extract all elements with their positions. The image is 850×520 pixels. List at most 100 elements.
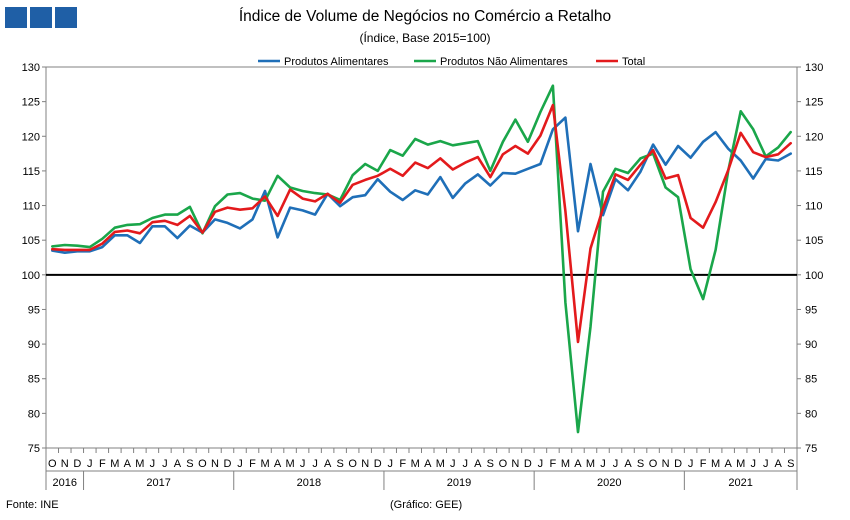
year-tick-label: 2020 [597,477,621,489]
y-tick-label-right: 105 [805,235,823,247]
y-tick-label-right: 75 [805,443,817,455]
month-tick-label: S [336,458,343,470]
year-tick-label: 2018 [297,477,321,489]
legend: Produtos Alimentares Produtos Não Aliment… [258,56,645,68]
month-tick-label: D [524,458,532,470]
logo-square [55,7,77,28]
y-tick-label-right: 120 [805,131,823,143]
y-tick-label-left: 95 [28,304,40,316]
month-tick-label: J [387,458,393,470]
y-tick-label-left: 105 [22,235,40,247]
y-tick-label-right: 80 [805,408,817,420]
y-tick-label-left: 115 [22,166,40,178]
y-tick-label-left: 130 [22,62,40,74]
month-tick-label: M [110,458,119,470]
month-tick-label: A [574,458,582,470]
month-tick-label: F [399,458,406,470]
month-tick-label: O [499,458,508,470]
gee-logo [5,7,77,28]
y-tick-label-right: 125 [805,97,823,109]
y-tick-label-left: 75 [28,443,40,455]
month-tick-label: S [186,458,193,470]
month-tick-label: M [586,458,595,470]
month-tick-label: A [274,458,282,470]
source-note: Fonte: INE [6,499,59,511]
logo-square [30,7,52,28]
month-tick-label: N [662,458,670,470]
month-tick-label: O [198,458,207,470]
credit-note: (Gráfico: GEE) [390,499,463,511]
y-tick-label-right: 110 [805,201,823,213]
chart-subtitle: (Índice, Base 2015=100) [359,31,491,45]
month-tick-label: J [450,458,456,470]
month-tick-label: A [775,458,783,470]
month-tick-label: J [300,458,306,470]
month-tick-label: J [750,458,756,470]
month-tick-label: M [561,458,570,470]
month-tick-label: S [487,458,494,470]
month-tick-label: A [124,458,132,470]
month-tick-label: J [688,458,694,470]
y-tick-label-left: 125 [22,97,40,109]
month-tick-label: O [649,458,658,470]
month-tick-label: N [61,458,69,470]
month-tick-label: N [361,458,369,470]
y-tick-label-right: 100 [805,270,823,282]
month-tick-label: M [711,458,720,470]
y-tick-label-right: 85 [805,374,817,386]
series-line-3 [50,103,793,344]
y-tick-label-left: 85 [28,374,40,386]
y-tick-label-left: 80 [28,408,40,420]
month-tick-label: J [162,458,168,470]
month-tick-label: J [463,458,469,470]
y-tick-label-left: 110 [22,201,40,213]
year-tick-label: 2021 [728,477,752,489]
series-line-1 [50,116,793,254]
logo-square [5,7,27,28]
month-tick-label: J [312,458,318,470]
month-tick-label: M [436,458,445,470]
month-tick-label: M [736,458,745,470]
month-tick-label: D [224,458,232,470]
month-tick-label: J [763,458,769,470]
month-tick-label: F [99,458,106,470]
month-tick-label: A [624,458,632,470]
y-tick-label-left: 120 [22,131,40,143]
month-tick-label: F [550,458,557,470]
month-tick-label: F [700,458,707,470]
month-tick-label: J [87,458,93,470]
plot-frame [45,66,798,449]
y-tick-label-right: 115 [805,166,823,178]
month-tick-label: D [73,458,81,470]
legend-label: Total [622,56,645,68]
month-tick-label: J [538,458,544,470]
month-tick-label: N [211,458,219,470]
y-tick-label-left: 90 [28,339,40,351]
month-tick-label: A [174,458,182,470]
month-tick-label: A [724,458,732,470]
month-tick-label: J [613,458,619,470]
y-tick-label-left: 100 [22,270,40,282]
month-tick-label: M [135,458,144,470]
y-tick-label-right: 90 [805,339,817,351]
chart-title: Índice de Volume de Negócios no Comércio… [238,8,612,25]
month-tick-label: S [637,458,644,470]
month-tick-label: M [285,458,294,470]
year-tick-label: 2017 [146,477,170,489]
month-tick-label: F [249,458,256,470]
y-tick-label-right: 95 [805,304,817,316]
year-tick-label: 2016 [53,477,77,489]
month-tick-label: M [260,458,269,470]
month-tick-label: M [411,458,420,470]
month-tick-label: D [674,458,682,470]
year-tick-label: 2019 [447,477,471,489]
y-tick-label-right: 130 [805,62,823,74]
month-tick-label: S [787,458,794,470]
month-tick-label: D [374,458,382,470]
month-tick-label: J [150,458,156,470]
month-tick-label: A [324,458,332,470]
month-tick-label: O [48,458,57,470]
series-line-2 [50,84,793,434]
